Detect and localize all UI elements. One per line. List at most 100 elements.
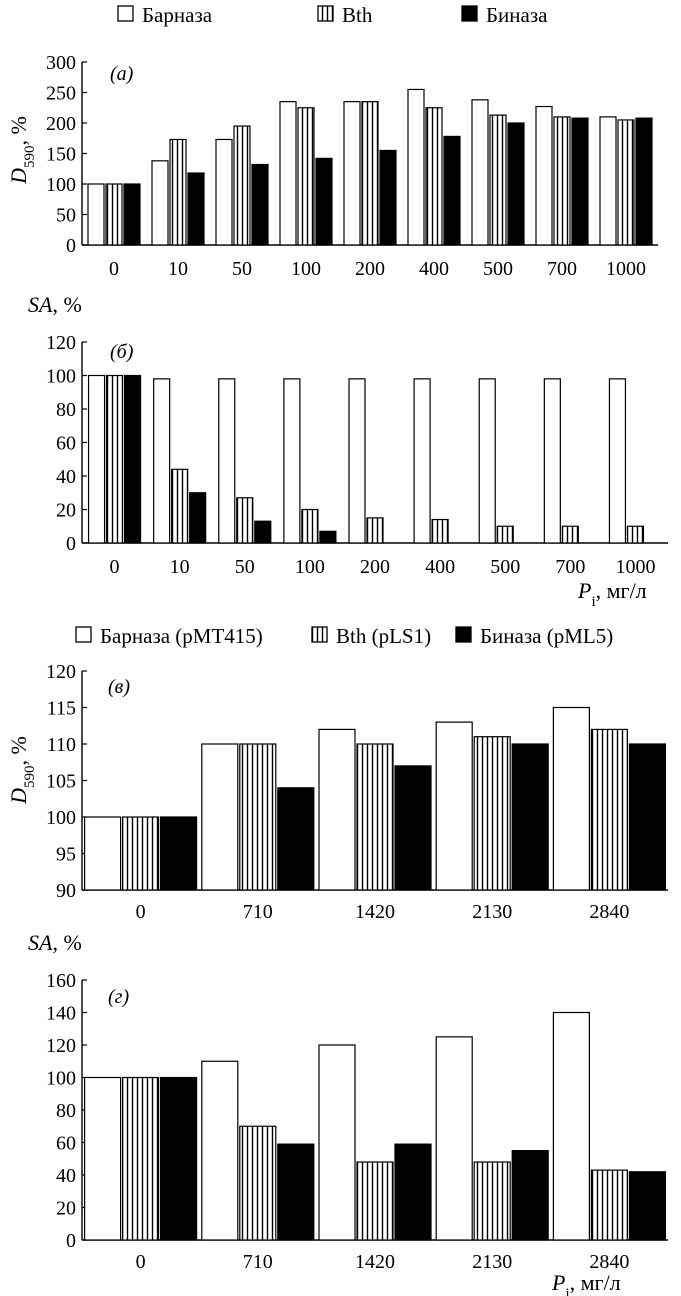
x-axis-label-3: Pi, мг/л — [551, 1270, 621, 1296]
bar-2-2-2 — [394, 765, 432, 891]
bar-2-1-0 — [121, 816, 160, 891]
y-tick-label-1-2: 40 — [56, 466, 76, 488]
legend-label-1-0: Барназа (pMT415) — [100, 624, 263, 648]
bar-1-1-1 — [171, 468, 189, 544]
bar-0-0-3 — [279, 101, 297, 246]
bar-1-1-8 — [626, 525, 645, 544]
bar-1-1-4 — [366, 517, 384, 544]
x-tick-label-1-2: 50 — [235, 556, 255, 578]
y-tick-label-0-6: 300 — [46, 52, 76, 74]
bar-3-0-4 — [552, 1011, 591, 1241]
y-tick-label-3-5: 100 — [46, 1068, 76, 1090]
y-tick-label-1-1: 20 — [56, 500, 76, 522]
x-tick-label-3-4: 2840 — [589, 1251, 629, 1273]
chart-panel-b: 0 20 40 60 80 100 120 0 10 50 100 200 400 500 700 1000 (… — [28, 292, 668, 610]
y-tick-label-1-4: 80 — [56, 399, 76, 421]
panel-label-0: (а) — [110, 63, 134, 85]
bar-0-2-6 — [507, 122, 525, 246]
bar-0-2-5 — [443, 135, 461, 246]
bar-0-2-0 — [123, 183, 141, 246]
y-tick-label-0-1: 50 — [56, 205, 76, 227]
y-tick-label-3-8: 160 — [46, 970, 76, 992]
bar-1-1-0 — [105, 374, 124, 544]
y-tick-label-1-3: 60 — [56, 433, 76, 455]
y-axis-label-1: SA, % — [28, 292, 82, 317]
bar-0-1-4 — [361, 101, 379, 246]
bar-2-2-0 — [160, 816, 198, 891]
x-tick-label-2-1: 710 — [243, 901, 273, 923]
bar-0-1-2 — [233, 125, 251, 246]
x-tick-label-2-0: 0 — [136, 901, 146, 923]
bar-3-1-2 — [356, 1161, 394, 1241]
legend-swatch-1-1 — [311, 626, 328, 643]
legend-bottom: Барназа (pMT415) Bth (pLS1) Биназа (pML5) — [75, 624, 613, 648]
bar-1-2-3 — [319, 530, 337, 544]
chart-panel-c: 90 95 100 105 110 115 120 0 710 1420 2130 2840 (в) D5… — [6, 661, 668, 923]
bar-1-0-2 — [218, 378, 236, 544]
bar-1-0-0 — [87, 374, 106, 544]
bar-0-0-5 — [407, 88, 425, 246]
bar-0-2-8 — [635, 117, 653, 246]
bar-3-1-3 — [473, 1161, 511, 1241]
bar-0-0-0 — [87, 183, 105, 246]
legend-label-1-1: Bth (pLS1) — [336, 624, 431, 648]
y-tick-label-0-3: 150 — [46, 144, 76, 166]
bar-1-2-1 — [189, 492, 207, 544]
y-axis-label-0: D590, % — [6, 116, 38, 185]
chart-panel-d: 0 20 40 60 80 100 120 140 160 0 710 1420 2130 2840 (г)… — [28, 930, 668, 1296]
x-tick-label-0-3: 100 — [291, 258, 321, 280]
legend-swatch-0-2 — [461, 5, 478, 22]
y-tick-label-2-6: 120 — [46, 661, 76, 683]
bar-1-1-5 — [431, 518, 449, 544]
bar-3-1-1 — [239, 1125, 277, 1241]
x-tick-label-0-8: 1000 — [606, 258, 646, 280]
y-tick-label-2-0: 90 — [56, 880, 76, 902]
y-tick-label-2-1: 95 — [56, 844, 76, 866]
bar-2-0-2 — [318, 728, 356, 891]
bar-1-0-1 — [153, 378, 171, 544]
x-tick-label-1-5: 400 — [425, 556, 455, 578]
y-tick-label-2-2: 100 — [46, 807, 76, 829]
legend-label-1-2: Биназа (pML5) — [480, 624, 613, 648]
x-tick-label-0-6: 500 — [483, 258, 513, 280]
x-tick-label-1-6: 500 — [490, 556, 520, 578]
legend-label-0-1: Bth — [342, 3, 373, 27]
x-tick-label-0-5: 400 — [419, 258, 449, 280]
chart-panel-a: 0 50 100 150 200 250 300 0 10 50 100 200 400 500 700 10… — [6, 52, 658, 280]
y-axis-label-2: D590, % — [6, 736, 38, 805]
y-tick-label-0-4: 200 — [46, 113, 76, 135]
bar-1-2-2 — [254, 520, 272, 544]
x-tick-label-2-2: 1420 — [355, 901, 395, 923]
bar-1-0-8 — [608, 378, 627, 544]
legend-swatch-1-2 — [455, 626, 472, 643]
x-tick-label-1-0: 0 — [110, 556, 120, 578]
y-tick-label-3-6: 120 — [46, 1035, 76, 1057]
y-tick-label-3-1: 20 — [56, 1198, 76, 1220]
y-tick-label-3-2: 40 — [56, 1165, 76, 1187]
x-tick-label-1-1: 10 — [170, 556, 190, 578]
bar-1-0-5 — [413, 378, 431, 544]
x-tick-label-1-3: 100 — [295, 556, 325, 578]
bar-1-0-3 — [283, 378, 301, 544]
panel-label-1: (б) — [110, 341, 134, 363]
y-tick-label-2-5: 115 — [47, 698, 76, 720]
bar-0-0-2 — [215, 138, 233, 246]
y-tick-label-2-4: 110 — [47, 734, 76, 756]
bar-2-0-1 — [201, 743, 239, 891]
legend-top: Барназа Bth Биназа — [117, 3, 548, 27]
bar-0-2-2 — [251, 163, 269, 246]
x-tick-label-3-1: 710 — [243, 1251, 273, 1273]
y-tick-label-3-4: 80 — [56, 1100, 76, 1122]
bar-2-1-4 — [590, 728, 629, 891]
y-tick-label-3-7: 140 — [46, 1003, 76, 1025]
bar-2-1-3 — [473, 736, 511, 891]
bar-3-2-4 — [628, 1171, 667, 1241]
bar-1-0-4 — [348, 378, 366, 544]
x-tick-label-3-2: 1420 — [355, 1251, 395, 1273]
bar-2-0-3 — [435, 721, 473, 891]
x-tick-label-1-4: 200 — [360, 556, 390, 578]
bar-0-2-3 — [315, 157, 333, 246]
bar-3-2-3 — [511, 1150, 549, 1241]
bar-2-2-4 — [628, 743, 667, 891]
x-tick-label-1-7: 700 — [555, 556, 585, 578]
